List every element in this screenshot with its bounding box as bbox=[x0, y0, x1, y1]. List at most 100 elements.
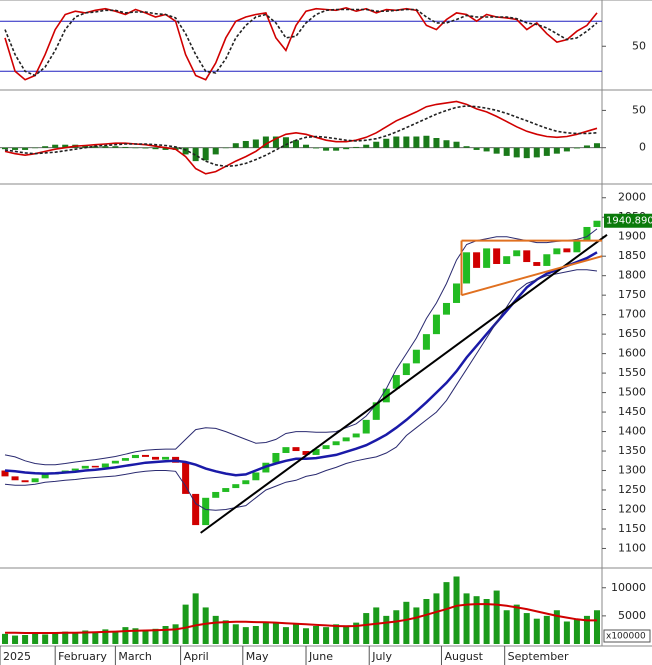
candle bbox=[91, 465, 99, 468]
candle bbox=[252, 472, 260, 481]
bar bbox=[12, 635, 19, 644]
candle bbox=[402, 363, 410, 376]
bar bbox=[192, 593, 199, 644]
y-tick-label: 1850 bbox=[618, 249, 646, 262]
bar bbox=[323, 627, 330, 644]
candle bbox=[131, 454, 139, 459]
bar bbox=[473, 596, 480, 644]
bar bbox=[433, 138, 440, 148]
candle bbox=[272, 452, 280, 463]
candle bbox=[111, 460, 119, 464]
bar bbox=[373, 141, 380, 148]
bar bbox=[513, 147, 520, 158]
bar bbox=[383, 615, 390, 644]
x-tick-label: 2025 bbox=[3, 650, 31, 663]
bar bbox=[202, 607, 209, 644]
bar bbox=[292, 624, 299, 644]
bar bbox=[473, 147, 480, 150]
candle bbox=[292, 447, 300, 452]
candle bbox=[442, 302, 450, 315]
bar bbox=[443, 582, 450, 644]
y-tick-label: 50 bbox=[632, 39, 646, 52]
bar bbox=[303, 628, 310, 644]
y-tick-label: 1450 bbox=[618, 405, 646, 418]
bar bbox=[212, 615, 219, 644]
bar bbox=[52, 144, 59, 148]
bar bbox=[272, 622, 279, 644]
y-tick-label: 1650 bbox=[618, 327, 646, 340]
x-tick-label: April bbox=[184, 650, 209, 663]
bar bbox=[413, 136, 420, 148]
bar bbox=[413, 607, 420, 644]
y-tick-label: 1150 bbox=[618, 522, 646, 535]
bar bbox=[503, 610, 510, 644]
y-tick-label: 1250 bbox=[618, 483, 646, 496]
bar bbox=[102, 146, 109, 148]
x-tick-label: February bbox=[58, 650, 107, 663]
bar bbox=[282, 137, 289, 148]
candle bbox=[282, 447, 290, 453]
bar bbox=[573, 147, 580, 149]
candle bbox=[21, 480, 29, 483]
x-tick-label: July bbox=[371, 650, 392, 663]
candle bbox=[392, 375, 400, 389]
candle bbox=[101, 463, 109, 468]
bar bbox=[172, 624, 179, 644]
candle bbox=[523, 250, 531, 263]
candle bbox=[543, 254, 551, 266]
bar bbox=[182, 604, 189, 644]
candle bbox=[463, 252, 471, 284]
y-tick-label: 1550 bbox=[618, 366, 646, 379]
bar bbox=[32, 632, 39, 644]
bar bbox=[503, 147, 510, 156]
line-series bbox=[4, 6, 598, 81]
y-tick-label: 1900 bbox=[618, 230, 646, 243]
y-tick-label: 1200 bbox=[618, 502, 646, 515]
y-tick-label: 1600 bbox=[618, 347, 646, 360]
bar bbox=[353, 146, 360, 148]
candle bbox=[593, 220, 601, 227]
bar bbox=[583, 145, 590, 148]
bar bbox=[313, 626, 320, 644]
bar bbox=[42, 146, 49, 148]
bar bbox=[92, 632, 99, 644]
trend-line bbox=[200, 233, 608, 534]
bar bbox=[262, 621, 269, 644]
bar bbox=[403, 136, 410, 148]
candle bbox=[41, 474, 49, 479]
bar bbox=[463, 146, 470, 148]
bar bbox=[52, 633, 59, 644]
candle bbox=[533, 262, 541, 266]
candle bbox=[493, 248, 501, 264]
bar bbox=[22, 635, 29, 644]
bar bbox=[262, 136, 269, 148]
line-series bbox=[4, 8, 598, 77]
candle bbox=[121, 458, 129, 461]
bar bbox=[142, 629, 149, 644]
candle bbox=[432, 314, 440, 335]
bar bbox=[373, 607, 380, 644]
bar bbox=[343, 625, 350, 644]
bar bbox=[453, 141, 460, 148]
candle bbox=[232, 484, 240, 489]
candle bbox=[332, 441, 340, 446]
bar bbox=[583, 615, 590, 644]
bar bbox=[513, 604, 520, 644]
line-series bbox=[4, 269, 598, 511]
bar bbox=[533, 618, 540, 644]
bar bbox=[162, 147, 169, 150]
candle bbox=[503, 256, 511, 264]
bar bbox=[333, 624, 340, 644]
bar bbox=[493, 590, 500, 644]
bar bbox=[252, 626, 259, 644]
candle bbox=[312, 449, 320, 455]
bar bbox=[563, 147, 570, 152]
bar bbox=[423, 135, 430, 148]
y-tick-label: 1800 bbox=[618, 269, 646, 282]
x-tick-label: August bbox=[444, 650, 483, 663]
bar bbox=[272, 136, 279, 148]
bar bbox=[292, 140, 299, 148]
line-series bbox=[4, 228, 598, 466]
bar bbox=[343, 147, 350, 150]
bar bbox=[543, 147, 550, 156]
